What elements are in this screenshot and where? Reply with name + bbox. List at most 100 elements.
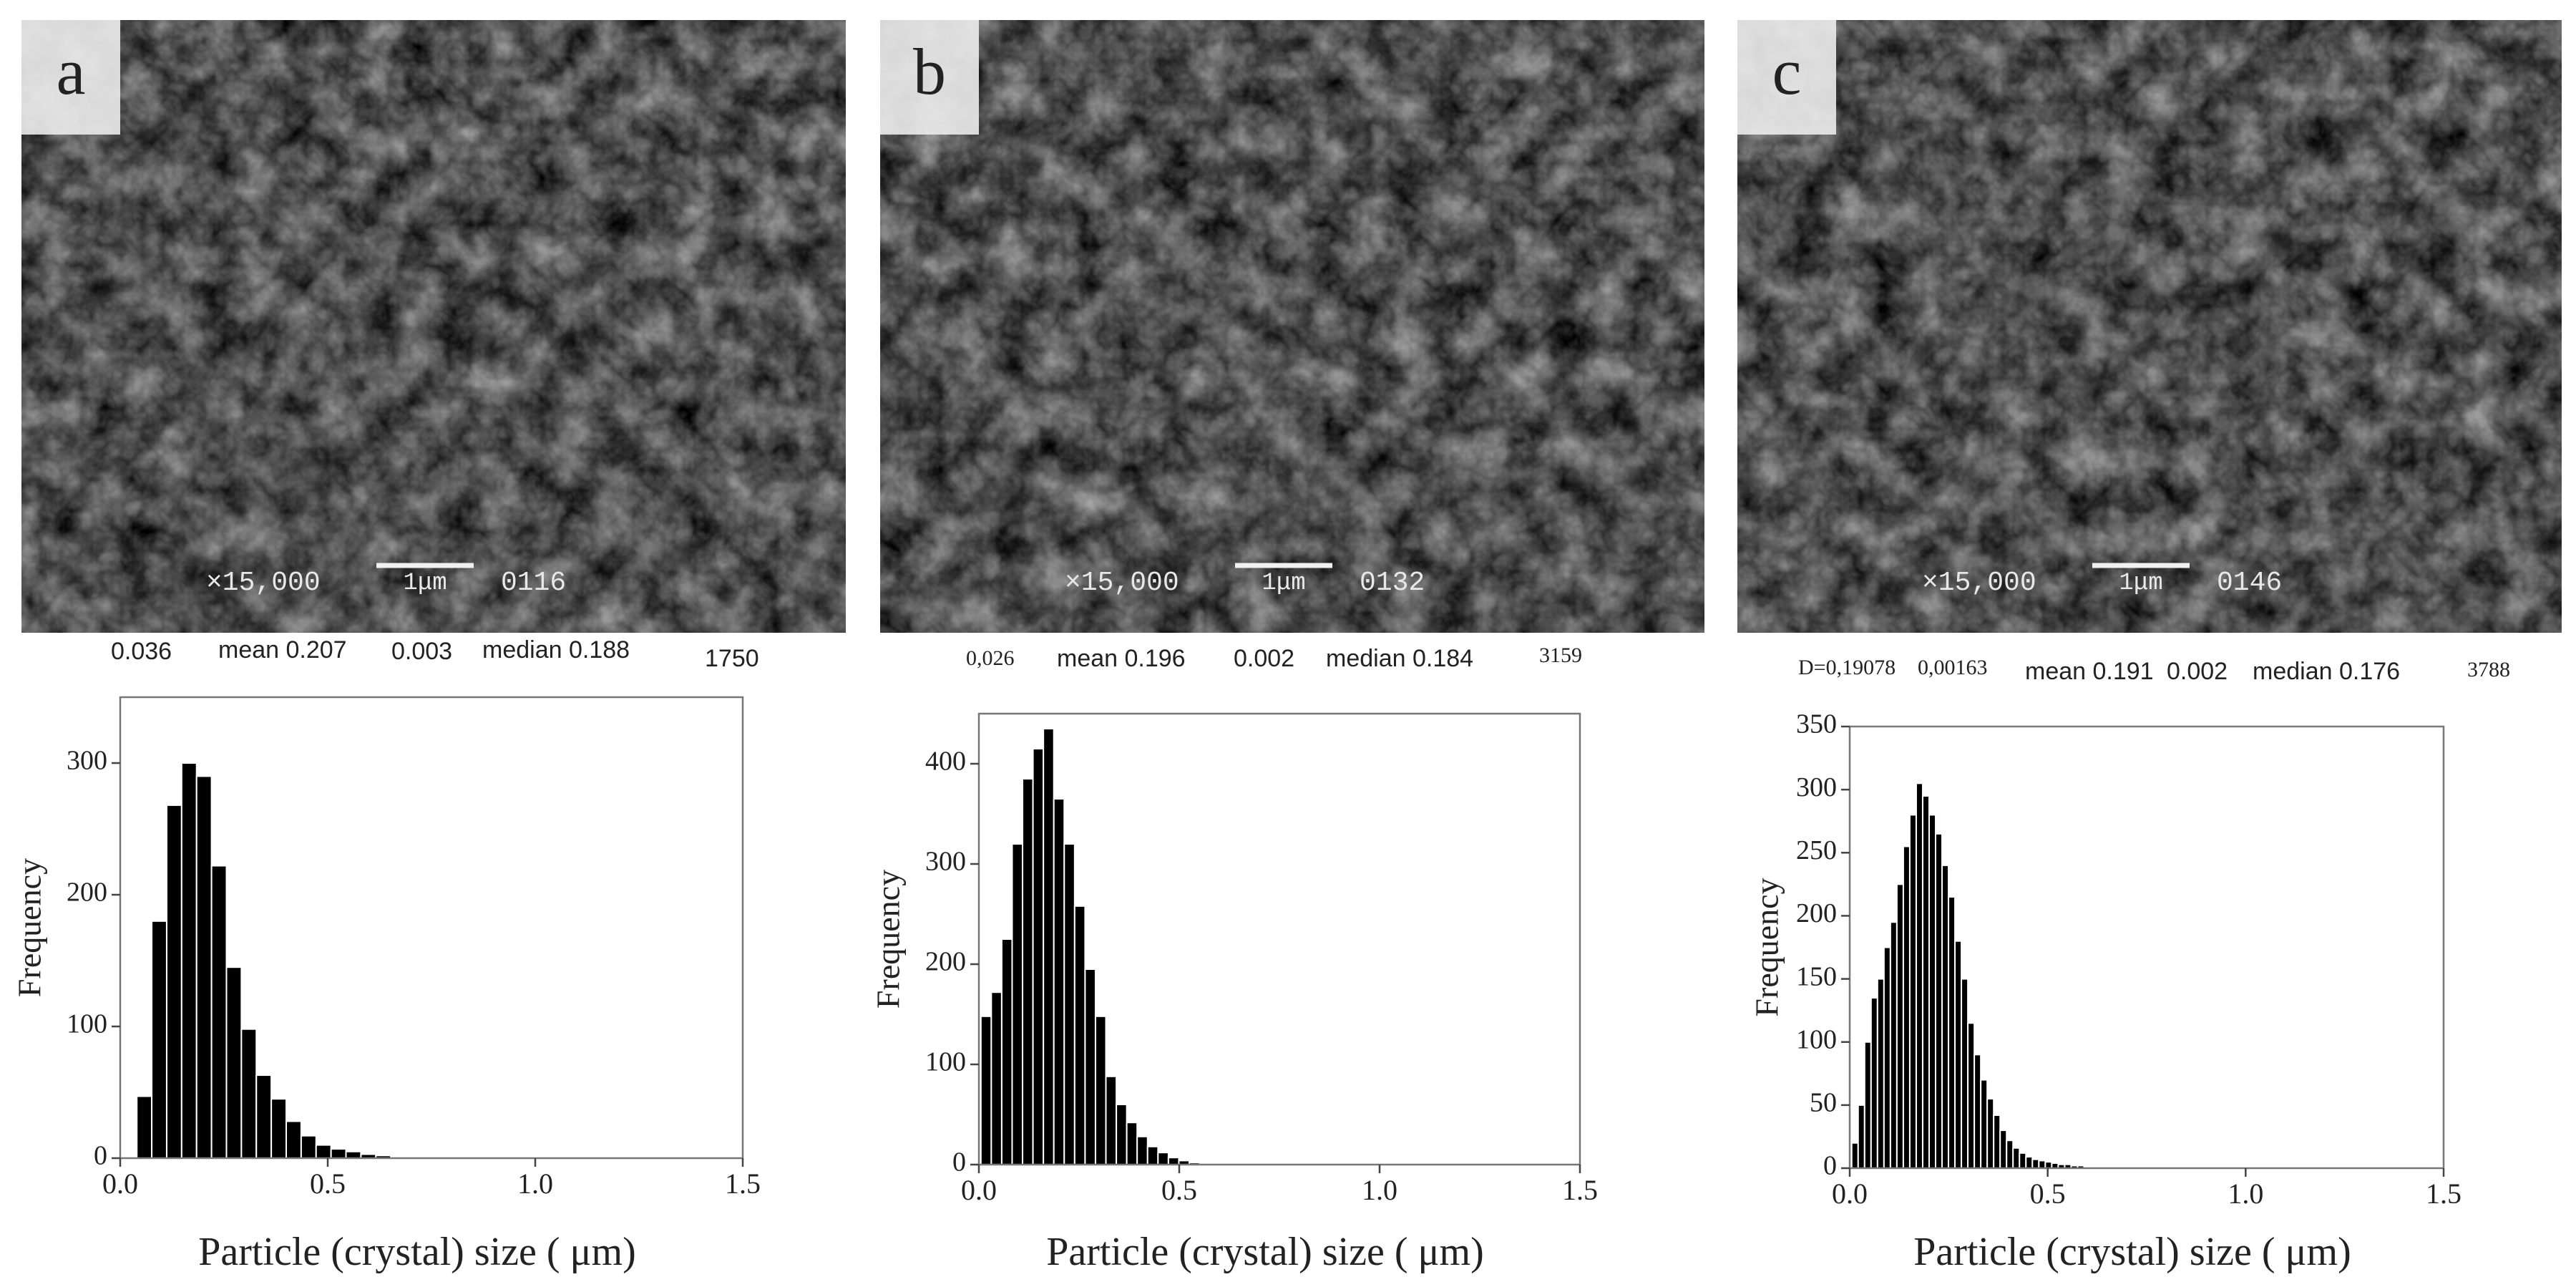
bar	[1126, 1122, 1138, 1165]
bar	[1116, 1104, 1128, 1165]
bar	[1883, 946, 1891, 1169]
x-tick-label: 0.5	[1161, 1174, 1197, 1206]
bar	[2031, 1158, 2040, 1170]
bar	[136, 1095, 153, 1160]
bar	[180, 762, 197, 1159]
panel-label: b	[913, 35, 946, 108]
bar	[1896, 883, 1904, 1170]
bar	[1073, 905, 1086, 1166]
y-tick-label: 400	[925, 747, 966, 777]
x-tick-label: 1.5	[2426, 1177, 2462, 1210]
bar	[195, 775, 213, 1159]
bar	[1999, 1130, 2008, 1169]
y-tick-label: 200	[925, 947, 966, 977]
stat-text: mean 0.196	[1057, 645, 1186, 672]
y-tick-label: 300	[67, 746, 107, 776]
sem-scale: 1μm	[2119, 570, 2162, 597]
bar	[151, 920, 167, 1160]
bar	[330, 1148, 347, 1159]
stat-text: 0.036	[111, 638, 172, 665]
bar	[1889, 921, 1898, 1169]
sem-id: 0146	[2217, 568, 2282, 598]
bar	[1908, 814, 1917, 1170]
y-tick-label: 50	[1810, 1088, 1837, 1118]
stat-text: median 0.188	[482, 636, 630, 664]
stat-text: 3159	[1539, 644, 1582, 667]
bar	[980, 1015, 992, 1166]
y-tick-label: 100	[925, 1047, 966, 1077]
bar	[1863, 1041, 1872, 1169]
x-tick-label: 1.0	[1362, 1174, 1397, 1206]
bar	[1876, 978, 1885, 1169]
panel-label: c	[1772, 35, 1802, 108]
sem-magnification: ×15,000	[1065, 568, 1179, 598]
sem-highlight	[21, 20, 846, 633]
y-tick-label: 200	[67, 878, 107, 908]
bar	[1857, 1104, 1865, 1170]
bar	[240, 1028, 258, 1160]
plot-frame	[119, 696, 744, 1160]
bar	[300, 1135, 317, 1159]
y-axis-label: Frequency	[11, 858, 48, 997]
bar	[2044, 1161, 2053, 1169]
bar	[1915, 782, 1923, 1170]
panel-label-box	[21, 20, 120, 135]
bar	[1928, 814, 1937, 1170]
x-tick-label: 0.0	[961, 1174, 997, 1206]
bar	[1105, 1075, 1118, 1166]
bar	[345, 1150, 362, 1160]
sem-scale: 1μm	[403, 570, 447, 597]
panel-label-box	[880, 20, 979, 135]
stat-text: median 0.184	[1326, 645, 1473, 672]
stat-text: 0.003	[391, 638, 452, 665]
stat-text: 1750	[705, 645, 759, 672]
bar	[270, 1098, 287, 1159]
bar	[1954, 940, 1963, 1169]
bar	[225, 966, 243, 1159]
panel-label: a	[57, 35, 86, 108]
plot-frame	[1848, 725, 2445, 1170]
bar	[1157, 1152, 1169, 1165]
y-tick-label: 0	[94, 1141, 107, 1171]
bar	[315, 1144, 332, 1159]
bar	[1921, 795, 1930, 1169]
stat-text: mean 0.207	[218, 636, 347, 664]
x-tick-label: 0.5	[2030, 1177, 2066, 1210]
y-tick-label: 250	[1796, 835, 1837, 865]
y-tick-label: 300	[925, 847, 966, 877]
bar	[1961, 978, 1969, 1169]
sem-scale: 1μm	[1262, 570, 1305, 597]
stat-text: median 0.176	[2253, 658, 2400, 685]
bar	[1167, 1157, 1180, 1165]
bar	[1967, 1022, 1976, 1170]
bar	[1136, 1135, 1148, 1166]
x-tick-label: 1.5	[1562, 1174, 1598, 1206]
sem-id: 0132	[1360, 568, 1425, 598]
stat-text: 0.002	[1234, 645, 1294, 672]
bar	[1935, 832, 1943, 1170]
x-tick-label: 0.0	[102, 1167, 138, 1200]
x-tick-label: 1.5	[725, 1167, 761, 1200]
y-tick-label: 0	[1823, 1151, 1837, 1181]
bar	[1043, 728, 1055, 1165]
y-tick-label: 350	[1796, 709, 1837, 739]
bar	[1146, 1145, 1159, 1166]
y-tick-label: 300	[1796, 772, 1837, 802]
bar	[1022, 778, 1034, 1165]
x-tick-label: 1.0	[2228, 1177, 2263, 1210]
bar	[286, 1120, 302, 1159]
stat-text: D=0,19078	[1798, 656, 1896, 679]
bar	[210, 865, 228, 1160]
bar	[1993, 1114, 2001, 1169]
bar	[1094, 1015, 1107, 1166]
y-tick-label: 0	[952, 1147, 966, 1177]
y-tick-label: 200	[1796, 898, 1837, 928]
bar	[1850, 1142, 1859, 1169]
bar	[255, 1074, 273, 1159]
stat-text: 0,00163	[1918, 656, 1988, 679]
stat-text: 0.002	[2167, 658, 2228, 685]
y-tick-label: 150	[1796, 961, 1837, 991]
bar	[1948, 895, 1956, 1169]
y-tick-label: 100	[1796, 1024, 1837, 1054]
